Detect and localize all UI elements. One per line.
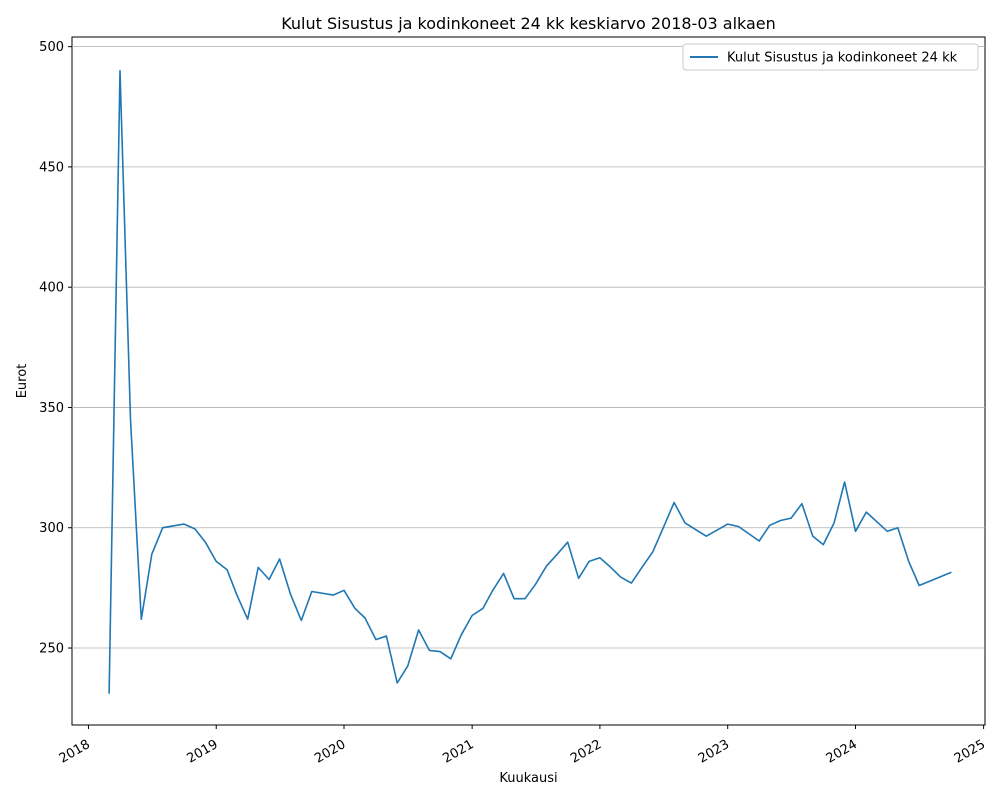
x-tick-label: 2023 xyxy=(696,737,732,767)
y-tick-label: 400 xyxy=(39,281,64,296)
y-tick-label: 350 xyxy=(39,401,64,416)
x-axis-label: Kuukausi xyxy=(499,771,557,786)
plot-area-frame xyxy=(71,36,986,726)
y-tick-label: 250 xyxy=(39,642,64,657)
x-tick-label: 2024 xyxy=(824,737,860,767)
series-layer xyxy=(108,69,952,694)
series-line xyxy=(108,69,952,694)
y-tick-label: 300 xyxy=(39,521,64,536)
axis-ticks: 250 300 350 400 450 500 2018 2019 2020 2021 2022 20… xyxy=(39,40,988,767)
legend-label: Kulut Sisustus ja kodinkoneet 24 kk xyxy=(727,51,958,66)
x-tick-label: 2018 xyxy=(57,737,93,767)
x-tick-label: 2021 xyxy=(440,737,476,767)
legend-box xyxy=(682,43,979,71)
y-tick-label: 500 xyxy=(39,40,64,55)
y-tick-label: 450 xyxy=(39,160,64,175)
x-tick-label: 2020 xyxy=(312,737,348,767)
x-tick-label: 2019 xyxy=(184,737,220,767)
chart-title: Kulut Sisustus ja kodinkoneet 24 kk kesk… xyxy=(281,14,776,33)
y-axis-label: Eurot xyxy=(15,364,30,399)
x-tick-label: 2022 xyxy=(568,737,604,767)
legend: Kulut Sisustus ja kodinkoneet 24 kk xyxy=(682,43,979,71)
x-tick-label: 2025 xyxy=(952,737,988,767)
gridlines xyxy=(72,46,985,649)
